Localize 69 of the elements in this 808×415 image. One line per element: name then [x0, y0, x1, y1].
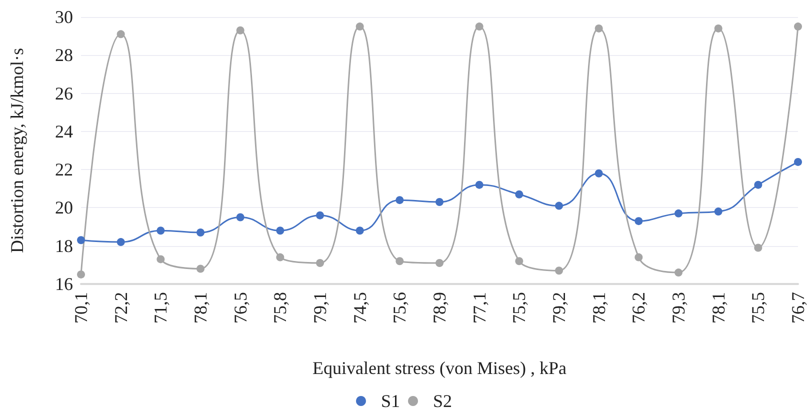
point: [475, 22, 484, 31]
y-tick-label: 26: [55, 83, 73, 104]
point: [236, 26, 244, 34]
x-tick-label: 71,5: [150, 292, 171, 324]
point: [714, 208, 722, 216]
point: [116, 238, 125, 246]
x-tick-label: 79,2: [549, 292, 569, 324]
point: [555, 266, 563, 275]
point: [77, 236, 85, 244]
y-tick-label: 24: [55, 121, 73, 142]
point: [794, 22, 802, 31]
y-tick-label: 28: [55, 45, 73, 66]
x-tick-label: 75,5: [509, 292, 530, 324]
point: [316, 259, 324, 268]
x-tick-label: 72,2: [110, 292, 131, 324]
y-tick-label: 30: [55, 7, 73, 27]
point: [674, 268, 682, 277]
x-tick-label: 70,1: [71, 292, 91, 324]
point: [794, 158, 802, 166]
x-tick-label: 76,5: [230, 292, 250, 324]
point: [276, 253, 284, 262]
x-tick-label: 78,1: [190, 292, 210, 324]
point: [316, 211, 324, 220]
x-tick-label: 78,1: [588, 292, 609, 324]
legend-label: S1: [380, 391, 400, 411]
point: [714, 24, 722, 32]
point: [674, 209, 682, 218]
x-tick-label: 76,7: [788, 292, 808, 324]
point: [754, 180, 762, 189]
x-tick-label: 79,1: [310, 292, 330, 324]
point: [396, 257, 404, 266]
y-axis-title: Distortion energy, kJ/kmol·s: [7, 48, 27, 253]
point: [436, 198, 444, 206]
x-tick-label: 77,1: [469, 292, 490, 324]
point: [515, 257, 524, 266]
y-tick-label: 16: [55, 274, 73, 294]
point: [77, 270, 85, 278]
x-tick-label: 78,1: [708, 292, 728, 324]
point: [156, 255, 165, 264]
point: [515, 190, 524, 198]
x-tick-label: 76,2: [628, 292, 649, 324]
y-tick-label: 22: [55, 160, 73, 180]
point: [475, 180, 484, 189]
point: [555, 202, 563, 210]
x-axis-title: Equivalent stress (von Mises) , kPa: [312, 358, 566, 378]
point: [156, 226, 165, 235]
y-tick-label: 20: [55, 198, 73, 218]
legend-label: S2: [433, 391, 452, 411]
point: [594, 169, 603, 178]
x-tick-label: 75,6: [390, 292, 410, 324]
point: [594, 24, 603, 32]
point: [196, 228, 204, 237]
point: [396, 196, 404, 204]
x-tick-label: 75,8: [270, 292, 290, 324]
y-tick-label: 18: [55, 236, 73, 256]
point: [116, 30, 125, 38]
point: [236, 213, 244, 222]
point: [634, 217, 643, 226]
x-tick-label: 75,5: [748, 292, 768, 324]
x-tick-label: 74,5: [350, 292, 370, 324]
point: [356, 226, 364, 235]
x-tick-label: 79,3: [668, 292, 688, 324]
point: [754, 244, 762, 252]
point: [196, 264, 204, 273]
point: [436, 259, 444, 268]
point: [356, 22, 364, 31]
point: [276, 226, 284, 235]
point: [634, 253, 643, 262]
x-tick-label: 78,9: [430, 292, 450, 324]
